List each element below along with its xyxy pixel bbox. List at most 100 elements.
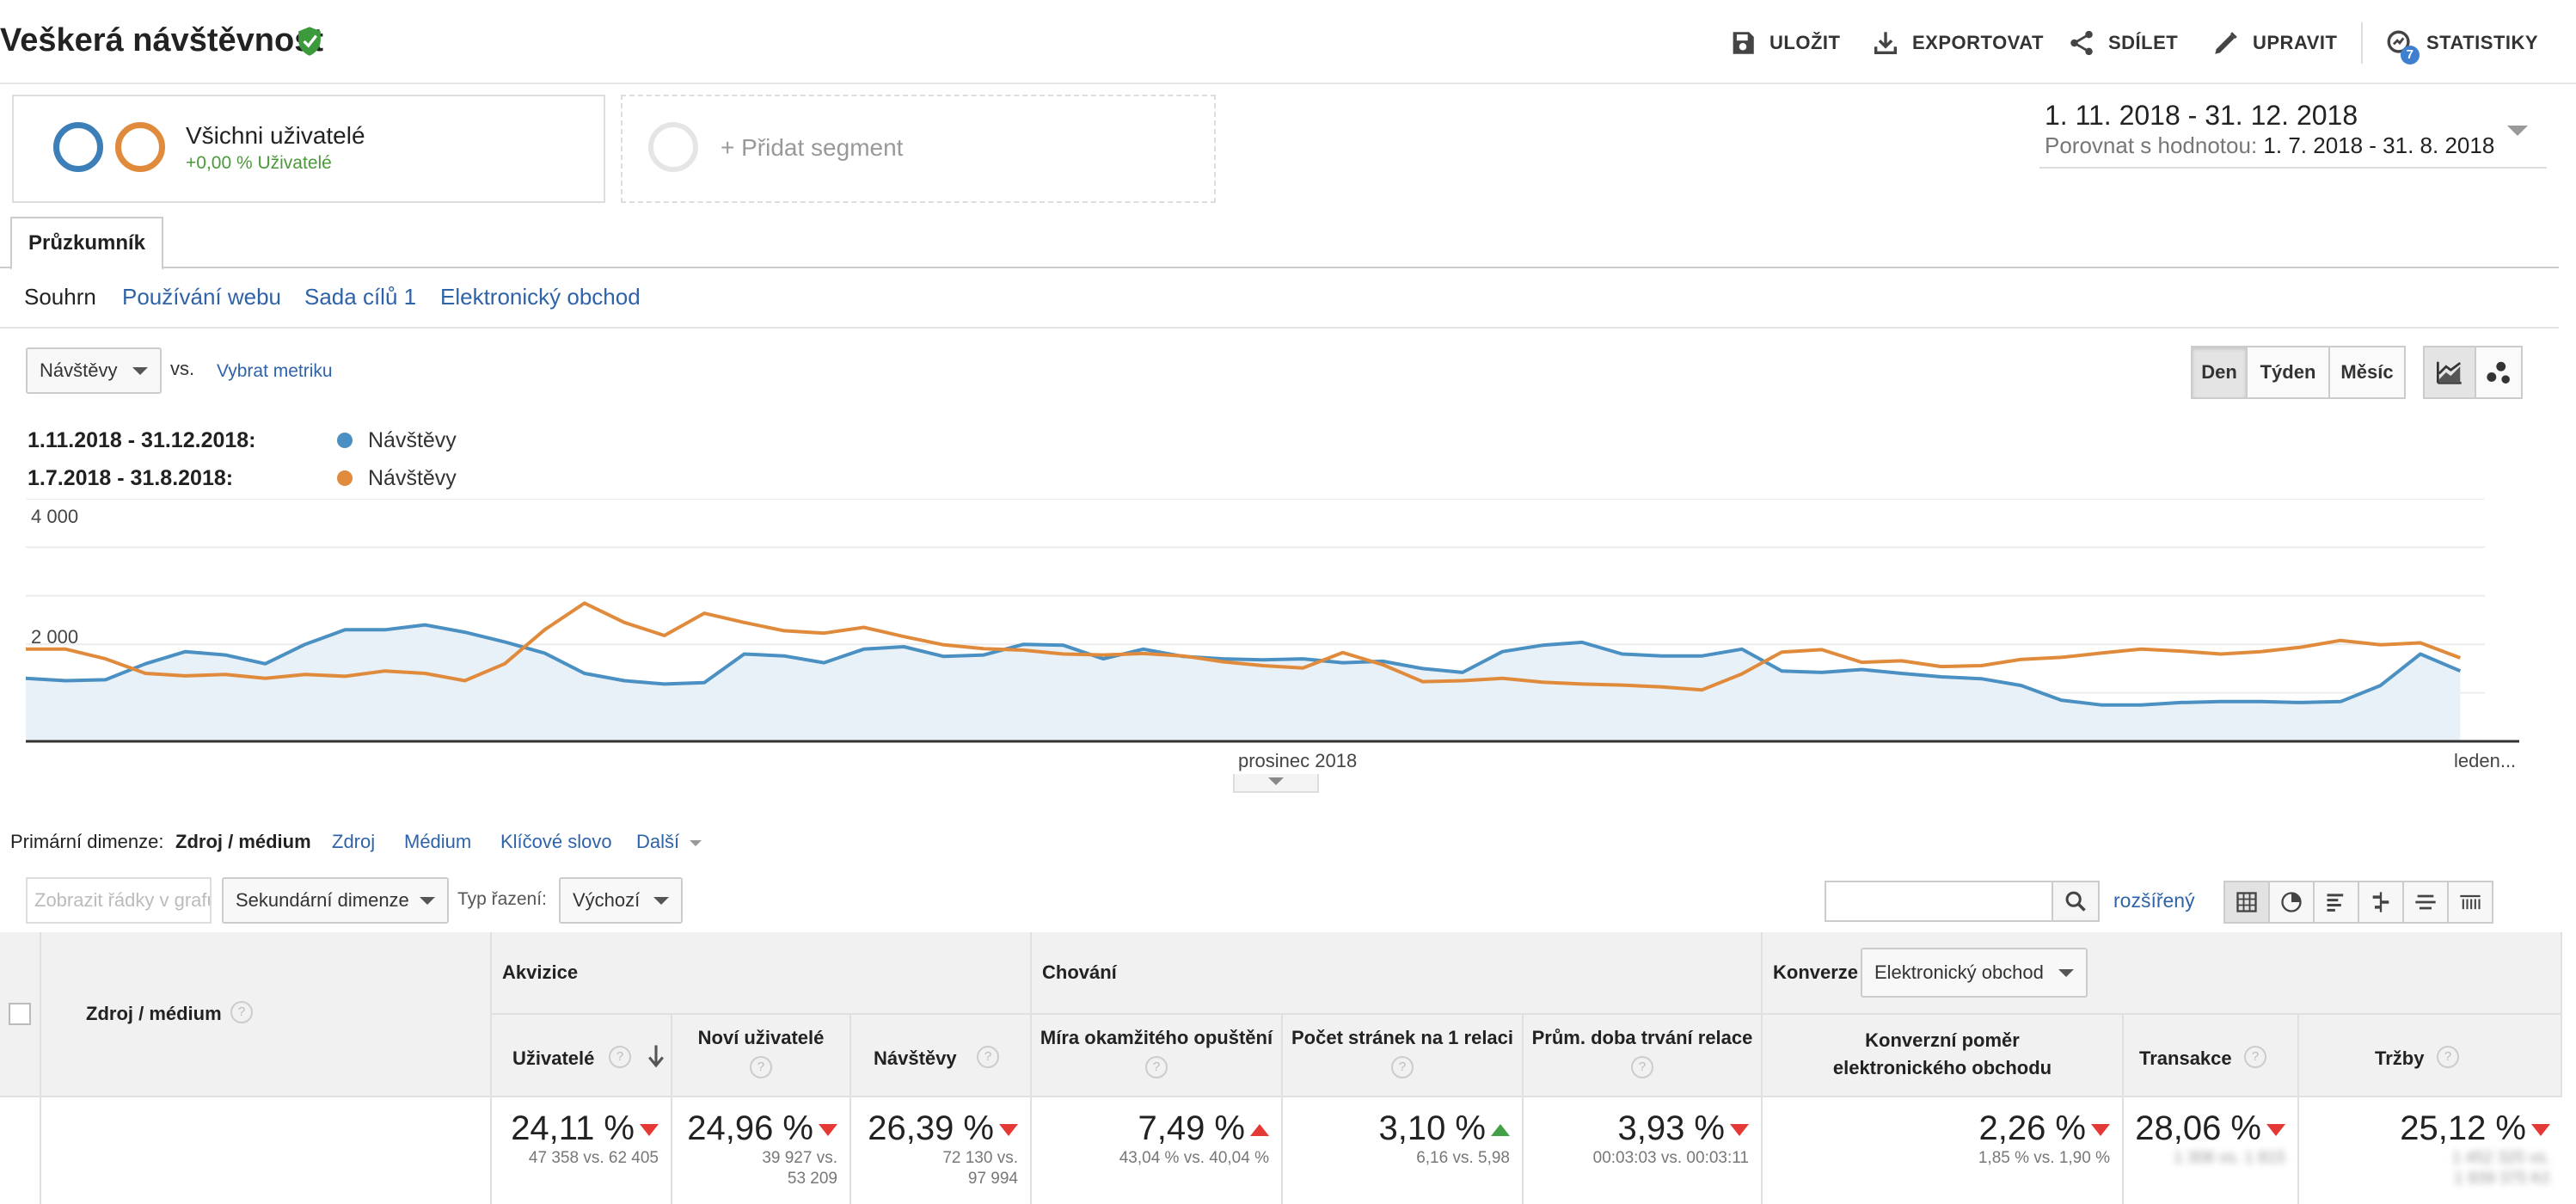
group-behavior-label: Chování <box>1042 961 1117 983</box>
dimension-source[interactable]: Zdroj <box>332 831 376 852</box>
totals-new-users: 24,96 % 39 927 vs. 53 209 <box>672 1097 851 1204</box>
subtab-site-usage[interactable]: Používání webu <box>122 284 282 310</box>
help-icon[interactable]: ? <box>2244 1046 2266 1068</box>
help-icon[interactable]: ? <box>977 1046 999 1068</box>
help-icon[interactable]: ? <box>1145 1056 1168 1078</box>
avg-session-duration-compare: 00:03:03 vs. 00:03:11 <box>1592 1149 1749 1167</box>
save-label: ULOŽIT <box>1769 32 1841 53</box>
col-header-bounce-rate[interactable]: Míra okamžitého opuštění ? <box>1032 1015 1283 1097</box>
dimension-column-header[interactable]: Zdroj / médium ? <box>41 932 492 1097</box>
col-header-sessions[interactable]: Návštěvy ? <box>851 1015 1032 1097</box>
advanced-filter-link[interactable]: rozšířený <box>2113 889 2195 912</box>
col-header-transactions[interactable]: Transakce ? <box>2124 1015 2299 1097</box>
col-header-new-users[interactable]: Noví uživatelé ? <box>672 1015 851 1097</box>
date-range-main[interactable]: 1. 11. 2018 - 31. 12. 2018 <box>2045 100 2358 131</box>
save-button[interactable]: ULOŽIT <box>1728 26 1840 60</box>
insights-button[interactable]: 7 STATISTIKY <box>2385 26 2538 64</box>
save-icon <box>1733 32 1754 54</box>
secondary-dimension-dropdown[interactable]: Sekundární dimenze <box>222 877 449 924</box>
subtab-ecommerce[interactable]: Elektronický obchod <box>440 284 641 310</box>
y-tick-label: 4 000 <box>31 506 78 527</box>
data-table: Zdroj / médium ? Akvizice Chování Konver… <box>0 932 2562 1204</box>
export-label: EXPORTOVAT <box>1912 32 2044 53</box>
totals-pages-per-session: 3,10 % 6,16 vs. 5,98 <box>1283 1097 1524 1204</box>
help-icon[interactable]: ? <box>609 1046 631 1068</box>
legend-range-current: 1.11.2018 - 31.12.2018: <box>28 428 256 452</box>
date-underline <box>2039 167 2547 169</box>
select-all-checkbox[interactable] <box>9 1003 31 1025</box>
totals-avg-session-duration: 3,93 % 00:03:03 vs. 00:03:11 <box>1524 1097 1763 1204</box>
date-dropdown-chevron-icon[interactable] <box>2507 126 2528 136</box>
view-performance-button[interactable] <box>2313 881 2359 924</box>
export-button[interactable]: EXPORTOVAT <box>1871 26 2044 60</box>
col-header-users[interactable]: Uživatelé ? <box>492 1015 672 1097</box>
col-header-ecommerce-conversion[interactable]: Konverzní poměr elektronického obchodu <box>1763 1015 2124 1097</box>
table-search-input[interactable] <box>1825 881 2053 922</box>
col-revenue-label: Tržby <box>2375 1047 2425 1069</box>
period-month-button[interactable]: Měsíc <box>2328 346 2406 399</box>
add-segment-button[interactable]: + Přidat segment <box>621 95 1216 203</box>
metric-dropdown[interactable]: Návštěvy <box>26 347 162 394</box>
series-previous-line[interactable] <box>26 601 2462 692</box>
dimension-source-medium[interactable]: Zdroj / médium <box>175 831 311 852</box>
line-chart[interactable]: 2 000 4 000 prosinec 2018 leden... <box>26 499 2519 791</box>
dimension-medium[interactable]: Médium <box>404 831 472 852</box>
period-day-button[interactable]: Den <box>2191 346 2248 399</box>
view-table-button[interactable] <box>2223 881 2270 924</box>
totals-checkbox-cell <box>0 1097 41 1204</box>
view-term-cloud-button[interactable] <box>2402 881 2449 924</box>
revenue-compare-2: 1 939 375 Kč <box>2454 1170 2550 1188</box>
sort-type-dropdown[interactable]: Výchozí <box>559 877 683 924</box>
users-pct: 24,11 % <box>511 1109 635 1147</box>
plot-rows-button[interactable]: Zobrazit řádky v grafu <box>26 877 212 924</box>
arrow-down-icon <box>640 1124 659 1137</box>
view-pie-button[interactable] <box>2268 881 2315 924</box>
help-icon[interactable]: ? <box>750 1056 772 1078</box>
dimension-more-label: Další <box>636 831 680 852</box>
group-acquisition: Akvizice <box>492 932 1032 1015</box>
insights-badge: 7 <box>2401 46 2420 64</box>
revenue-pct: 25,12 % <box>2400 1109 2526 1147</box>
conversion-type-dropdown[interactable]: Elektronický obchod <box>1861 948 2088 998</box>
dimension-more[interactable]: Další <box>636 831 702 853</box>
motion-chart-button[interactable] <box>2475 346 2523 399</box>
segment-sub: +0,00 % Uživatelé <box>186 153 332 173</box>
search-button[interactable] <box>2052 881 2100 922</box>
date-range-compare[interactable]: Porovnat s hodnotou: 1. 7. 2018 - 31. 8.… <box>2045 132 2494 159</box>
sort-arrow-down-icon[interactable] <box>647 1044 665 1068</box>
series-current-area <box>26 624 2461 741</box>
segment-all-users[interactable]: Všichni uživatelé +0,00 % Uživatelé <box>12 95 605 203</box>
dimension-keyword[interactable]: Klíčové slovo <box>500 831 612 852</box>
help-icon[interactable]: ? <box>230 1001 253 1023</box>
download-icon <box>1874 32 1898 55</box>
chart-resize-handle[interactable] <box>1233 774 1319 793</box>
totals-bounce-rate: 7,49 % 43,04 % vs. 40,04 % <box>1032 1097 1283 1204</box>
select-column-header <box>0 932 41 1097</box>
col-sessions-label: Návštěvy <box>874 1047 957 1069</box>
view-pivot-button[interactable] <box>2447 881 2493 924</box>
period-week-button[interactable]: Týden <box>2246 346 2330 399</box>
series-current-line[interactable] <box>26 623 2462 707</box>
help-icon[interactable]: ? <box>1631 1056 1653 1078</box>
line-chart-button[interactable] <box>2423 346 2476 399</box>
help-icon[interactable]: ? <box>2437 1046 2459 1068</box>
edit-label: UPRAVIT <box>2253 32 2338 53</box>
segment-name: Všichni uživatelé <box>186 122 365 149</box>
tab-explorer[interactable]: Průzkumník <box>10 217 163 270</box>
segment-ring-orange <box>115 122 165 172</box>
subtab-summary[interactable]: Souhrn <box>24 284 96 310</box>
help-icon[interactable]: ? <box>1391 1056 1414 1078</box>
subtab-goal-set-1[interactable]: Sada cílů 1 <box>304 284 417 310</box>
edit-button[interactable]: UPRAVIT <box>2211 26 2337 60</box>
col-header-avg-session-duration[interactable]: Prům. doba trvání relace ? <box>1524 1015 1763 1097</box>
col-header-revenue[interactable]: Tržby ? <box>2299 1015 2562 1097</box>
view-comparison-button[interactable] <box>2358 881 2404 924</box>
select-metric-link[interactable]: Vybrat metriku <box>217 361 333 381</box>
share-button[interactable]: SDÍLET <box>2067 26 2178 60</box>
users-compare: 47 358 vs. 62 405 <box>528 1149 659 1167</box>
insights-icon-wrap: 7 <box>2385 28 2420 64</box>
chevron-down-icon <box>420 896 435 905</box>
col-header-pages-per-session[interactable]: Počet stránek na 1 relaci ? <box>1283 1015 1524 1097</box>
ecommerce-conversion-compare: 1,85 % vs. 1,90 % <box>1978 1149 2110 1167</box>
col-bounce-rate-label: Míra okamžitého opuštění <box>1040 1027 1273 1048</box>
